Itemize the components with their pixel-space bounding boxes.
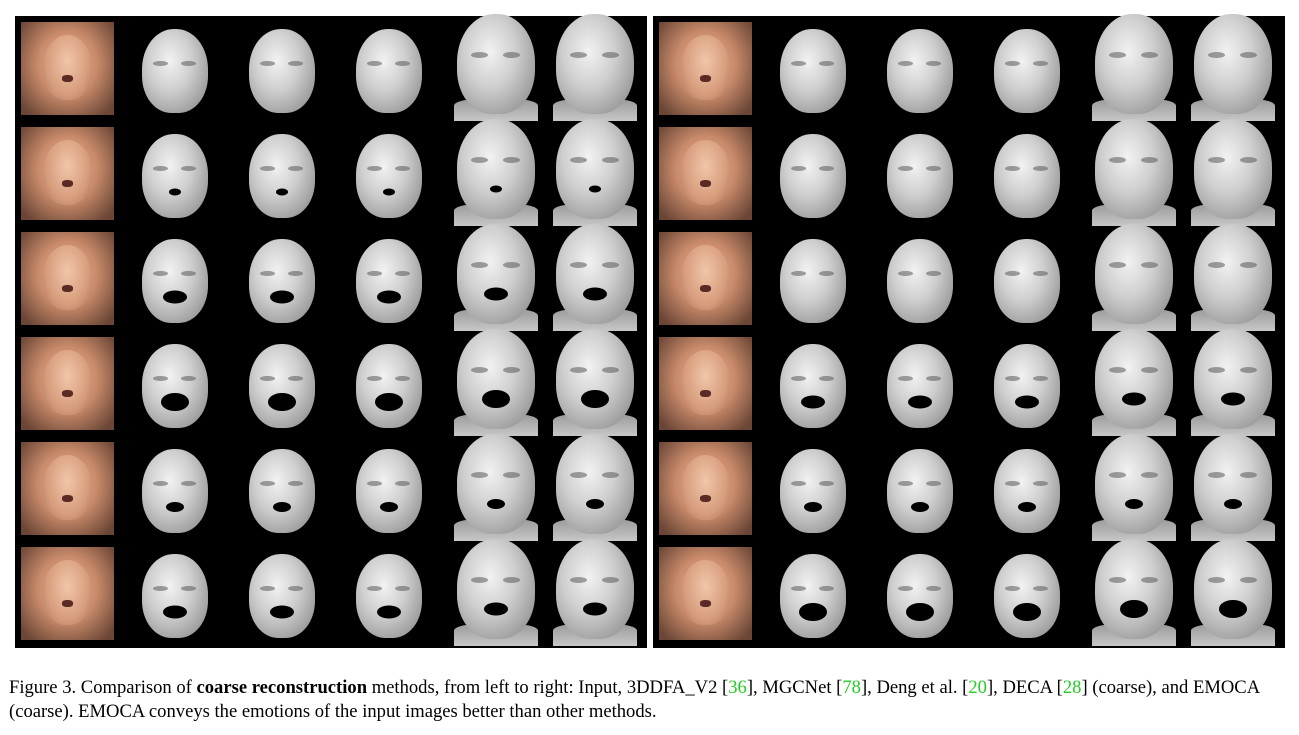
face-reconstruction xyxy=(760,331,865,436)
face-reconstruction xyxy=(336,541,441,646)
head-reconstruction xyxy=(1180,539,1285,646)
input-photo xyxy=(653,541,758,646)
face-reconstruction xyxy=(867,226,972,331)
head-reconstruction xyxy=(542,434,647,541)
input-photo xyxy=(653,226,758,331)
input-photo xyxy=(15,121,120,226)
face-reconstruction xyxy=(974,436,1079,541)
caption-text-1: methods, from left to right: Input, 3DDF… xyxy=(367,677,729,698)
face-reconstruction xyxy=(122,331,227,436)
input-photo xyxy=(15,226,120,331)
head-reconstruction xyxy=(443,434,548,541)
face-reconstruction xyxy=(122,16,227,121)
head-reconstruction xyxy=(542,119,647,226)
face-reconstruction xyxy=(336,331,441,436)
face-reconstruction xyxy=(336,436,441,541)
citation-78[interactable]: 78 xyxy=(842,677,861,698)
face-reconstruction xyxy=(229,331,334,436)
citation-28[interactable]: 28 xyxy=(1062,677,1082,698)
head-reconstruction xyxy=(542,329,647,436)
input-photo xyxy=(15,436,120,541)
head-reconstruction xyxy=(1081,539,1186,646)
head-reconstruction xyxy=(1081,329,1186,436)
head-reconstruction xyxy=(542,14,647,121)
face-reconstruction xyxy=(122,541,227,646)
face-reconstruction xyxy=(229,226,334,331)
head-reconstruction xyxy=(1180,119,1285,226)
face-reconstruction xyxy=(760,16,865,121)
face-reconstruction xyxy=(867,121,972,226)
input-photo xyxy=(15,541,120,646)
head-reconstruction xyxy=(1081,224,1186,331)
face-reconstruction xyxy=(867,541,972,646)
head-reconstruction xyxy=(443,224,548,331)
citation-20[interactable]: 20 xyxy=(968,677,987,698)
face-reconstruction xyxy=(122,121,227,226)
face-reconstruction xyxy=(229,121,334,226)
face-reconstruction xyxy=(974,121,1079,226)
head-reconstruction xyxy=(1081,119,1186,226)
face-reconstruction xyxy=(867,436,972,541)
figure-caption: Figure 3. Comparison of coarse reconstru… xyxy=(9,676,1291,724)
caption-bold-term: coarse reconstruction xyxy=(196,677,368,698)
face-reconstruction xyxy=(760,121,865,226)
head-reconstruction xyxy=(443,539,548,646)
input-photo xyxy=(15,331,120,436)
head-reconstruction xyxy=(1180,224,1285,331)
face-reconstruction xyxy=(336,121,441,226)
head-reconstruction xyxy=(542,224,647,331)
face-reconstruction xyxy=(867,16,972,121)
head-reconstruction xyxy=(1180,14,1285,121)
face-reconstruction xyxy=(229,436,334,541)
head-reconstruction xyxy=(1081,434,1186,541)
face-reconstruction xyxy=(336,226,441,331)
input-photo xyxy=(653,436,758,541)
face-reconstruction xyxy=(229,16,334,121)
face-reconstruction xyxy=(974,331,1079,436)
head-reconstruction xyxy=(1180,434,1285,541)
input-photo xyxy=(653,16,758,121)
face-reconstruction xyxy=(974,16,1079,121)
face-reconstruction xyxy=(760,226,865,331)
caption-suffix: ] (coarse), and EMOCA (coarse). EMOCA co… xyxy=(9,677,1260,722)
face-reconstruction xyxy=(760,436,865,541)
caption-text-4: ], DECA [ xyxy=(986,677,1063,698)
input-photo xyxy=(653,331,758,436)
face-reconstruction xyxy=(122,436,227,541)
caption-text-3: ], Deng et al. [ xyxy=(860,677,969,698)
head-reconstruction xyxy=(1180,329,1285,436)
face-reconstruction xyxy=(760,541,865,646)
head-reconstruction xyxy=(443,329,548,436)
citation-36[interactable]: 36 xyxy=(728,677,747,698)
head-reconstruction xyxy=(443,14,548,121)
figure-panel-right xyxy=(653,14,1285,648)
caption-prefix: Figure 3. Comparison of xyxy=(9,677,197,698)
head-reconstruction xyxy=(443,119,548,226)
head-reconstruction xyxy=(1081,14,1186,121)
input-photo xyxy=(653,121,758,226)
caption-text-2: ], MGCNet [ xyxy=(746,677,843,698)
face-reconstruction xyxy=(229,541,334,646)
face-reconstruction xyxy=(974,541,1079,646)
face-reconstruction xyxy=(867,331,972,436)
figure-panel-left xyxy=(15,14,647,648)
head-reconstruction xyxy=(542,539,647,646)
face-reconstruction xyxy=(122,226,227,331)
face-reconstruction xyxy=(974,226,1079,331)
input-photo xyxy=(15,16,120,121)
face-reconstruction xyxy=(336,16,441,121)
